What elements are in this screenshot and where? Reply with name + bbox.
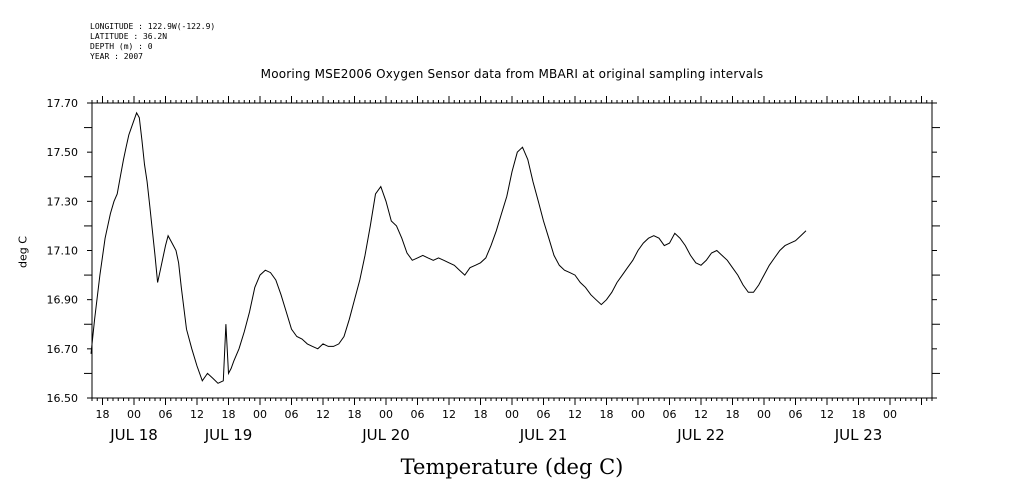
x-tick-label: 18 [348,408,362,421]
y-tick-label: 17.10 [47,245,79,258]
x-date-label: JUL 21 [519,426,568,444]
x-date-label: JUL 19 [204,426,253,444]
x-tick-label: 18 [96,408,110,421]
y-tick-label: 16.50 [47,392,79,405]
metadata-block: LONGITUDE : 122.9W(-122.9) LATITUDE : 36… [90,22,215,62]
y-tick-label: 16.70 [47,343,79,356]
x-tick-label: 00 [379,408,393,421]
x-tick-label: 18 [600,408,614,421]
x-date-label: JUL 18 [109,426,158,444]
x-tick-label: 12 [694,408,708,421]
chart-title: Mooring MSE2006 Oxygen Sensor data from … [260,67,764,81]
x-tick-label: 12 [568,408,582,421]
latitude-label: LATITUDE : 36.2N [90,32,168,41]
x-tick-label: 06 [411,408,425,421]
x-tick-label: 18 [852,408,866,421]
x-date-label: JUL 22 [676,426,725,444]
x-axis-label: Temperature (deg C) [400,455,624,479]
x-date-label: JUL 23 [834,426,883,444]
x-tick-label: 12 [442,408,456,421]
x-tick-label: 06 [159,408,173,421]
x-date-label: JUL 20 [361,426,410,444]
temperature-series-line [90,111,807,384]
x-tick-label: 12 [190,408,204,421]
x-tick-label: 06 [537,408,551,421]
y-tick-label: 17.70 [47,97,79,110]
x-tick-label: 00 [505,408,519,421]
x-tick-label: 06 [663,408,677,421]
x-tick-label: 00 [883,408,897,421]
x-tick-label: 06 [789,408,803,421]
x-tick-label: 00 [127,408,141,421]
x-tick-label: 18 [222,408,236,421]
x-tick-label: 00 [757,408,771,421]
x-tick-label: 18 [474,408,488,421]
y-tick-label: 16.90 [47,294,79,307]
x-tick-label: 00 [253,408,267,421]
x-tick-label: 18 [726,408,740,421]
x-tick-label: 00 [631,408,645,421]
x-tick-label: 12 [820,408,834,421]
x-tick-label: 12 [316,408,330,421]
x-tick-label: 06 [285,408,299,421]
depth-label: DEPTH (m) : 0 [90,42,153,51]
y-tick-label: 17.30 [47,195,79,208]
plot-frame [91,102,933,399]
longitude-label: LONGITUDE : 122.9W(-122.9) [90,22,216,31]
year-label: YEAR : 2007 [90,52,143,61]
y-tick-label: 17.50 [47,146,79,159]
